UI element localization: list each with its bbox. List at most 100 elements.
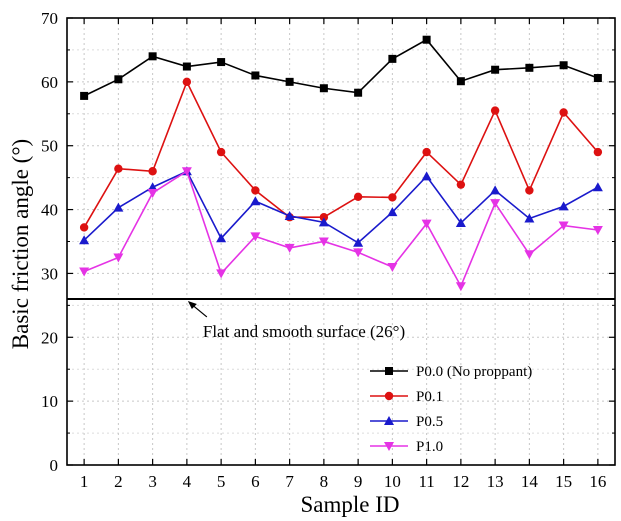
data-point [353, 248, 364, 258]
series-p1-0 [79, 167, 603, 292]
data-point [491, 65, 500, 74]
series-line [83, 79, 599, 228]
data-point [524, 213, 535, 223]
series-line [83, 170, 598, 289]
data-point [559, 61, 568, 70]
data-point [388, 54, 397, 63]
series-line [83, 38, 599, 97]
legend-swatch-marker [384, 416, 394, 425]
annotation-arrow-head [187, 300, 197, 309]
x-tick-label: 10 [384, 472, 401, 491]
data-point [251, 71, 260, 80]
y-tick-label: 70 [41, 9, 58, 28]
data-point [250, 232, 261, 242]
data-point [456, 180, 466, 189]
y-tick-label: 60 [41, 73, 58, 92]
data-point [354, 88, 363, 97]
data-point [592, 226, 603, 236]
legend-label: P1.0 [416, 439, 443, 455]
data-point [79, 267, 90, 277]
data-point [79, 223, 89, 232]
data-point [284, 243, 295, 253]
data-point [79, 235, 90, 245]
data-point [592, 182, 603, 192]
legend-label: P0.5 [416, 414, 443, 430]
x-tick-label: 6 [251, 472, 260, 491]
data-point [181, 167, 192, 177]
data-point [250, 196, 261, 206]
x-tick-label: 16 [589, 472, 606, 491]
legend-swatch-marker [384, 391, 394, 401]
grid-layer [67, 17, 615, 466]
data-point [216, 147, 226, 157]
legend-swatch-marker [385, 367, 393, 375]
y-tick-label: 30 [41, 264, 58, 283]
data-point [490, 199, 501, 209]
series-line [83, 170, 599, 244]
y-tick-label: 20 [41, 328, 58, 347]
data-point [593, 147, 603, 157]
data-point [455, 282, 466, 292]
data-point [251, 186, 260, 195]
data-point [353, 237, 364, 247]
series-p0-0 [80, 35, 602, 100]
data-point [387, 263, 398, 273]
data-point [182, 62, 191, 71]
legend: P0.0 (No proppant) P0.1 P0.5 P1.0 [370, 364, 532, 455]
x-tick-label: 3 [148, 472, 157, 491]
data-point [216, 269, 227, 279]
data-point [490, 106, 500, 115]
y-tick-label: 0 [50, 456, 59, 475]
legend-label: P0.0 (No proppant) [416, 364, 532, 380]
data-point [284, 210, 295, 220]
data-point [318, 237, 329, 247]
x-tick-label: 9 [354, 472, 363, 491]
y-tick-label: 40 [41, 201, 58, 220]
data-point [525, 63, 534, 72]
data-point [147, 188, 158, 198]
data-point [285, 77, 294, 86]
data-point [148, 52, 157, 61]
data-point [182, 77, 192, 87]
legend-item: P0.5 [370, 414, 443, 430]
data-point [113, 253, 124, 263]
x-tick-label: 1 [80, 472, 89, 491]
series-p0-1 [79, 77, 603, 232]
x-tick-label: 13 [487, 472, 504, 491]
data-point [319, 213, 329, 222]
data-point [421, 171, 432, 181]
data-point [353, 192, 363, 201]
data-point [558, 201, 569, 211]
x-tick-label: 2 [114, 472, 123, 491]
data-point [593, 74, 602, 83]
x-tick-label: 11 [418, 472, 434, 491]
data-point [148, 167, 157, 176]
legend-swatch-marker [384, 442, 394, 451]
legend-item: P0.1 [370, 389, 443, 405]
data-point [114, 75, 123, 84]
data-point [114, 164, 123, 173]
x-tick-label: 12 [452, 472, 469, 491]
legend-item: P1.0 [370, 439, 443, 455]
data-point [113, 202, 124, 212]
x-tick-label: 4 [183, 472, 192, 491]
y-axis-label: Basic friction angle (°) [8, 139, 33, 349]
data-point [559, 108, 568, 117]
data-point [524, 250, 535, 260]
x-tick-label: 5 [217, 472, 226, 491]
y-tick-label: 10 [41, 392, 58, 411]
x-tick-label: 14 [521, 472, 539, 491]
data-point [456, 77, 465, 86]
data-point [490, 185, 501, 195]
data-point [422, 35, 431, 44]
data-point [387, 207, 398, 217]
reference-line-label: Flat and smooth surface (26°) [203, 322, 405, 341]
x-axis-label: Sample ID [300, 492, 399, 517]
data-point [422, 147, 431, 157]
data-point [388, 193, 397, 202]
data-point [217, 58, 226, 67]
legend-label: P0.1 [416, 389, 443, 405]
data-point [80, 91, 89, 100]
